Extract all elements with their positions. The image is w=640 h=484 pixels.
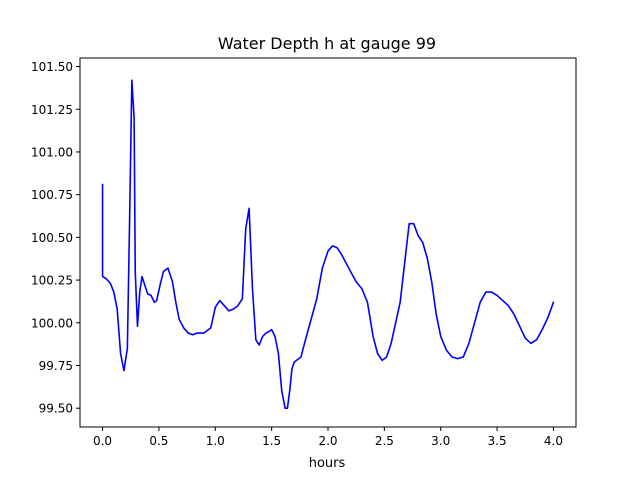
x-tick-label: 4.0 xyxy=(544,434,563,448)
x-tick-label: 1.0 xyxy=(206,434,225,448)
y-tick-label: 99.75 xyxy=(39,359,73,373)
y-tick-label: 101.25 xyxy=(31,103,73,117)
y-tick-label: 100.00 xyxy=(31,316,73,330)
x-tick-label: 0.0 xyxy=(93,434,112,448)
axes-frame xyxy=(79,57,577,428)
y-tick-label: 100.50 xyxy=(31,231,73,245)
x-tick-label: 0.5 xyxy=(149,434,168,448)
x-tick-label: 3.0 xyxy=(431,434,450,448)
series-line-0 xyxy=(101,79,555,410)
chart-title: Water Depth h at gauge 99 xyxy=(218,34,436,53)
x-tick-label: 2.5 xyxy=(375,434,394,448)
y-tick-label: 101.00 xyxy=(31,145,73,159)
plot-area: 0.0 0.5 1.0 1.5 2.0 2.5 3.0 3.5 4.0 99.50 99.75 100… xyxy=(31,57,577,448)
x-axis-label: hours xyxy=(309,456,346,471)
y-tick-label: 101.50 xyxy=(31,60,73,74)
y-tick-label: 100.75 xyxy=(31,188,73,202)
y-tick-label: 100.25 xyxy=(31,274,73,288)
y-tick-label: 99.50 xyxy=(39,402,73,416)
x-tick-label: 1.5 xyxy=(262,434,281,448)
x-tick-label: 2.0 xyxy=(318,434,337,448)
x-tick-label: 3.5 xyxy=(488,434,507,448)
